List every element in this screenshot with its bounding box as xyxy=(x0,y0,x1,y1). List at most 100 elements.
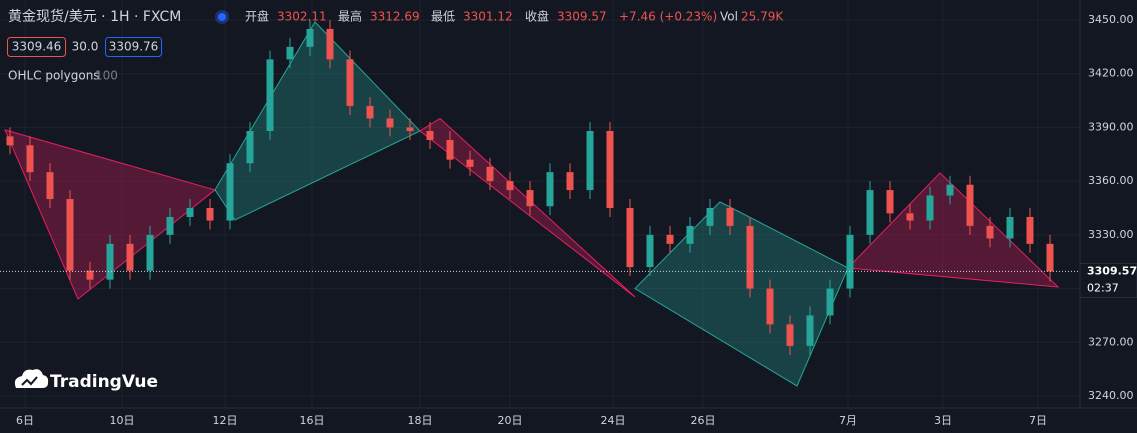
logo-icon-line xyxy=(21,376,38,386)
candle-body xyxy=(466,159,474,167)
price-overlay: 3309.57 02:37 xyxy=(0,262,1137,298)
candles xyxy=(6,20,1054,355)
candle-body xyxy=(986,225,994,239)
high-label: 最高 xyxy=(338,9,362,24)
low-value: 3301.12 xyxy=(463,10,513,24)
y-tick-label: 3330.00 xyxy=(1088,228,1134,241)
candle-body xyxy=(286,46,294,60)
candle-body xyxy=(146,234,154,271)
indicator-param: 100 xyxy=(95,69,118,83)
last-price-box xyxy=(1079,262,1137,298)
candle-body xyxy=(1006,216,1014,239)
ohlc-polygon xyxy=(846,172,1060,288)
candle-body xyxy=(246,131,254,164)
header: 黄金现货/美元 · 1H · FXCM 开盘 3302.11 最高 3312.6… xyxy=(7,8,784,83)
candle-body xyxy=(946,184,954,196)
candle-body xyxy=(706,208,714,226)
x-tick-label: 24日 xyxy=(601,414,626,427)
bid[interactable]: 3309.46 xyxy=(12,40,62,54)
candle-body xyxy=(226,163,234,221)
candle-body xyxy=(386,118,394,128)
ask[interactable]: 3309.76 xyxy=(109,40,159,54)
spread: 30.0 xyxy=(72,40,99,54)
candle-body xyxy=(746,225,754,289)
x-tick-label: 12日 xyxy=(213,414,238,427)
candle-body xyxy=(326,28,334,60)
bid-box[interactable] xyxy=(7,37,66,57)
change: +7.46 (+0.23%) xyxy=(619,10,717,24)
volume-label: Vol xyxy=(720,10,738,24)
y-tick-label: 3270.00 xyxy=(1088,335,1134,348)
candle-body xyxy=(86,270,94,280)
x-tick-label: 16日 xyxy=(300,414,325,427)
candle-body xyxy=(526,190,534,207)
y-tick-label: 3390.00 xyxy=(1088,120,1134,133)
y-tick-label: 3450.00 xyxy=(1088,13,1134,26)
candle-body xyxy=(406,127,414,132)
symbol: 黄金现货/美元 · 1H · FXCM xyxy=(8,8,181,25)
candle-body xyxy=(306,28,314,47)
candle-body xyxy=(686,225,694,244)
logo: TradingVue xyxy=(14,369,158,392)
candle-body xyxy=(966,184,974,226)
candle-body xyxy=(186,208,194,217)
high-value: 3312.69 xyxy=(370,10,420,24)
candle-body xyxy=(506,181,514,191)
candle-body xyxy=(126,243,134,271)
candle-body xyxy=(626,208,634,268)
indicator-name[interactable]: OHLC polygons xyxy=(8,69,100,83)
candle-body xyxy=(606,131,614,208)
open-value: 3302.11 xyxy=(277,10,327,24)
candle-body xyxy=(1046,243,1054,272)
volume-value: 25.79K xyxy=(741,10,784,24)
candle-body xyxy=(926,195,934,221)
candle-body xyxy=(166,216,174,235)
open-label: 开盘 xyxy=(245,9,269,24)
candle-body xyxy=(106,243,114,280)
candle-body xyxy=(846,234,854,289)
candle-body xyxy=(66,199,74,271)
x-tick-label: 3日 xyxy=(934,414,952,427)
close-label: 收盘 xyxy=(525,9,549,24)
candle-body xyxy=(566,172,574,191)
y-tick-label: 3420.00 xyxy=(1088,67,1134,80)
candle-body xyxy=(666,234,674,244)
candle-body xyxy=(766,288,774,325)
status-dot xyxy=(218,13,226,21)
x-tick-label: 6日 xyxy=(16,414,34,427)
x-tick-label: 10日 xyxy=(110,414,135,427)
candle-body xyxy=(6,136,14,146)
x-tick-label: 18日 xyxy=(408,414,433,427)
candle-body xyxy=(786,324,794,346)
polygons xyxy=(4,21,1060,387)
x-tick-label: 20日 xyxy=(498,414,523,427)
candle-body xyxy=(906,213,914,221)
x-tick-label: 26日 xyxy=(691,414,716,427)
candle-body xyxy=(266,59,274,132)
candle-body xyxy=(826,288,834,316)
candle-body xyxy=(1026,216,1034,244)
candle-body xyxy=(646,234,654,268)
low-label: 最低 xyxy=(431,10,455,24)
candle-body xyxy=(206,208,214,221)
candle-body xyxy=(346,59,354,106)
ask-box[interactable] xyxy=(105,37,162,57)
y-tick-label: 3360.00 xyxy=(1088,174,1134,187)
countdown: 02:37 xyxy=(1087,281,1119,294)
candle-body xyxy=(546,172,554,207)
x-tick-label: 7月 xyxy=(839,414,857,427)
candle-body xyxy=(806,315,814,346)
candle-body xyxy=(446,139,454,160)
candle-body xyxy=(26,145,34,173)
last-price-label: 3309.57 xyxy=(1087,264,1137,277)
close-value: 3309.57 xyxy=(557,10,607,24)
candle-body xyxy=(426,131,434,140)
candle-body xyxy=(726,208,734,226)
candle-body xyxy=(586,131,594,191)
candle-body xyxy=(486,166,494,182)
y-tick-label: 3240.00 xyxy=(1088,389,1134,402)
candle-body xyxy=(46,172,54,200)
